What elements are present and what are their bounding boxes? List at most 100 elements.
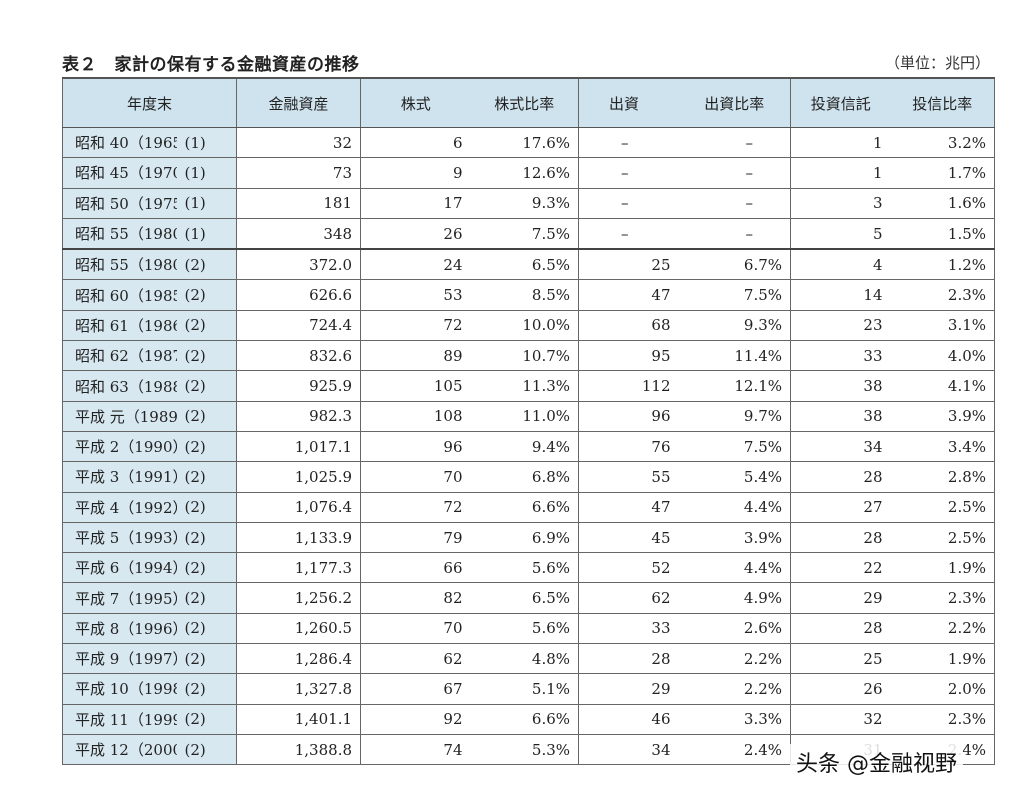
cell-financial-assets: 1,260.5 bbox=[236, 613, 362, 645]
cell-year: 昭和 62（1987） bbox=[62, 340, 177, 372]
cell-trust-ratio: 3.1% bbox=[890, 310, 996, 342]
cell-stock-ratio: 17.6% bbox=[470, 127, 580, 159]
cell-stock-ratio: 6.5% bbox=[470, 249, 580, 281]
cell-stocks: 108 bbox=[360, 401, 471, 432]
cell-financial-assets: 1,017.1 bbox=[236, 431, 362, 463]
cell-investment: 33 bbox=[578, 613, 679, 645]
cell-year: 平成 12（2000） bbox=[62, 734, 177, 766]
cell-financial-assets: 1,286.4 bbox=[236, 643, 362, 675]
cell-trust: 28 bbox=[790, 522, 891, 554]
cell-trust: 33 bbox=[790, 340, 891, 372]
cell-investment-ratio: 2.2% bbox=[678, 673, 792, 705]
cell-year: 昭和 55（1980） bbox=[62, 218, 177, 251]
cell-series-tag: (2) bbox=[176, 643, 238, 675]
cell-year: 平成 5（1993） bbox=[62, 522, 177, 554]
cell-stock-ratio: 5.3% bbox=[470, 734, 580, 766]
table-row: 平成 8（1996） (2) 1,260.5 70 5.6% 33 2.6% 28 2.2% bbox=[62, 613, 996, 645]
cell-financial-assets: 925.9 bbox=[236, 370, 362, 402]
cell-stock-ratio: 6.8% bbox=[470, 461, 580, 493]
cell-investment: – bbox=[578, 127, 679, 159]
cell-stocks: 67 bbox=[360, 673, 471, 705]
table-row: 平成 7（1995） (2) 1,256.2 82 6.5% 62 4.9% 29 2.3% bbox=[62, 582, 996, 614]
table-row: 昭和 63（1988）(2)925.910511.3%11212.1%384.1… bbox=[62, 370, 996, 402]
cell-investment-ratio: – bbox=[678, 218, 792, 251]
cell-series-tag: (1) bbox=[176, 188, 238, 219]
cell-trust-ratio: 1.6% bbox=[890, 188, 996, 219]
cell-trust: 5 bbox=[790, 218, 891, 251]
cell-series-tag: (1) bbox=[176, 218, 238, 251]
cell-stocks: 79 bbox=[360, 522, 471, 554]
cell-year: 昭和 60（1985） bbox=[62, 279, 177, 311]
cell-financial-assets: 1,076.4 bbox=[236, 492, 362, 523]
cell-investment-ratio: 3.3% bbox=[678, 704, 792, 735]
cell-series-tag: (1) bbox=[176, 127, 238, 159]
cell-series-tag: (2) bbox=[176, 310, 238, 342]
cell-trust-ratio: 2.3% bbox=[890, 704, 996, 735]
cell-year: 昭和 40（1965） bbox=[62, 127, 177, 159]
header-investment: 出資 bbox=[578, 77, 679, 128]
cell-year: 平成 9（1997） bbox=[62, 643, 177, 675]
header-stocks: 株式 bbox=[360, 77, 471, 128]
cell-trust: 25 bbox=[790, 643, 891, 675]
cell-stocks: 72 bbox=[360, 492, 471, 523]
cell-stocks: 70 bbox=[360, 461, 471, 493]
cell-financial-assets: 724.4 bbox=[236, 310, 362, 342]
cell-investment-ratio: 6.7% bbox=[678, 249, 792, 281]
cell-trust-ratio: 2.8% bbox=[890, 461, 996, 493]
cell-trust-ratio: 1.9% bbox=[890, 552, 996, 584]
cell-trust: 29 bbox=[790, 582, 891, 614]
cell-stocks: 74 bbox=[360, 734, 471, 766]
cell-investment: 25 bbox=[578, 249, 679, 281]
table-row: 平成 2（1990） (2) 1,017.1 96 9.4% 76 7.5% 34 3.4% bbox=[62, 431, 996, 463]
cell-series-tag: (2) bbox=[176, 279, 238, 311]
cell-year: 昭和 45（1970） bbox=[62, 157, 177, 189]
cell-investment: 29 bbox=[578, 673, 679, 705]
cell-stocks: 105 bbox=[360, 370, 471, 402]
cell-trust-ratio: 1.2% bbox=[890, 249, 996, 281]
cell-trust-ratio: 4.0% bbox=[890, 340, 996, 372]
cell-stock-ratio: 6.5% bbox=[470, 582, 580, 614]
cell-investment: 55 bbox=[578, 461, 679, 493]
financial-assets-table: 年度末 金融資産 株式 株式比率 出資 出資比率 投資信託 投信比率 昭和 40… bbox=[61, 77, 996, 766]
cell-trust-ratio: 3.9% bbox=[890, 401, 996, 432]
cell-series-tag: (2) bbox=[176, 461, 238, 493]
header-row: 年度末 金融資産 株式 株式比率 出資 出資比率 投資信託 投信比率 bbox=[61, 77, 996, 128]
cell-trust-ratio: 4.1% bbox=[890, 370, 996, 402]
cell-investment: 112 bbox=[578, 370, 679, 402]
cell-series-tag: (2) bbox=[176, 582, 238, 614]
cell-stocks: 26 bbox=[360, 218, 471, 251]
cell-trust: 28 bbox=[790, 613, 891, 645]
table-row: 平成 9（1997） (2) 1,286.4 62 4.8% 28 2.2% 25 1.9% bbox=[62, 643, 996, 675]
unit-label: （単位：兆円） bbox=[884, 54, 990, 72]
cell-investment-ratio: 9.7% bbox=[678, 401, 792, 432]
cell-investment: 52 bbox=[578, 552, 679, 584]
cell-investment: 28 bbox=[578, 643, 679, 675]
cell-investment: 96 bbox=[578, 401, 679, 432]
cell-investment: – bbox=[578, 218, 679, 251]
cell-investment-ratio: 3.9% bbox=[678, 522, 792, 554]
cell-trust: 22 bbox=[790, 552, 891, 584]
cell-trust-ratio: 2.3% bbox=[890, 279, 996, 311]
cell-investment: 76 bbox=[578, 431, 679, 463]
cell-series-tag: (2) bbox=[176, 673, 238, 705]
table-row: 平成 5（1993） (2) 1,133.9 79 6.9% 45 3.9% 28 2.5% bbox=[62, 522, 996, 554]
cell-investment-ratio: 4.4% bbox=[678, 492, 792, 523]
cell-investment: 68 bbox=[578, 310, 679, 342]
cell-stock-ratio: 6.9% bbox=[470, 522, 580, 554]
cell-trust: 1 bbox=[790, 127, 891, 159]
cell-investment-ratio: 5.4% bbox=[678, 461, 792, 493]
cell-trust: 32 bbox=[790, 704, 891, 735]
cell-trust: 4 bbox=[790, 249, 891, 281]
cell-stocks: 66 bbox=[360, 552, 471, 584]
cell-stocks: 62 bbox=[360, 643, 471, 675]
cell-stocks: 24 bbox=[360, 249, 471, 281]
cell-stocks: 53 bbox=[360, 279, 471, 311]
cell-financial-assets: 982.3 bbox=[236, 401, 362, 432]
cell-trust-ratio: 2.3% bbox=[890, 582, 996, 614]
